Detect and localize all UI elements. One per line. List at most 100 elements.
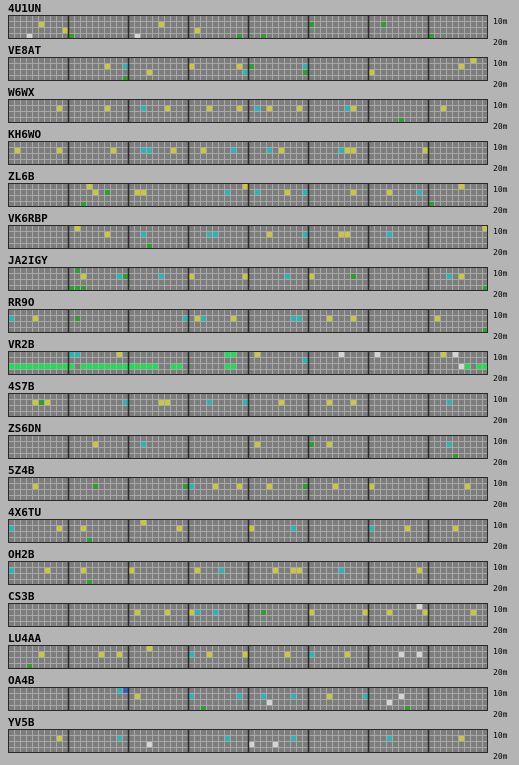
signal-cell-yellow <box>39 652 44 657</box>
signal-cell-bright-green <box>87 364 92 369</box>
signal-cell-yellow <box>243 184 248 189</box>
signal-cell-green <box>123 274 128 279</box>
band-activity-grid[interactable] <box>8 183 488 207</box>
band-activity-grid[interactable] <box>8 57 488 81</box>
signal-cell-yellow <box>105 106 110 111</box>
station-callsign: W6WX <box>8 86 35 99</box>
signal-cell-green <box>69 286 74 291</box>
band-activity-grid[interactable] <box>8 225 488 249</box>
band-label-10m: 10m <box>493 59 508 68</box>
signal-cell-green <box>309 22 314 27</box>
signal-cell-yellow <box>201 148 206 153</box>
signal-cell-cyan <box>309 652 314 657</box>
signal-cell-yellow <box>213 484 218 489</box>
grid-border <box>8 393 488 417</box>
band-activity-grid[interactable] <box>8 519 488 543</box>
signal-cell-white <box>27 34 32 39</box>
band-activity-grid[interactable] <box>8 645 488 669</box>
signal-cell-white <box>147 742 152 747</box>
signal-cell-bright-green <box>171 364 176 369</box>
signal-cell-green <box>351 274 356 279</box>
signal-cell-cyan <box>117 274 122 279</box>
signal-cell-green <box>87 538 92 543</box>
station-row: CS3B 10m 20m <box>0 590 519 636</box>
station-row: VK6RBP 10m 20m <box>0 212 519 258</box>
signal-cell-cyan <box>339 568 344 573</box>
signal-cell-yellow <box>273 568 278 573</box>
signal-cell-cyan <box>195 610 200 615</box>
signal-cell-yellow <box>369 70 374 75</box>
signal-cell-yellow <box>57 148 62 153</box>
signal-cell-green <box>303 484 308 489</box>
band-activity-grid[interactable] <box>8 309 488 333</box>
signal-cell-bright-green <box>105 364 110 369</box>
grid-border <box>8 729 488 753</box>
signal-cell-yellow <box>189 274 194 279</box>
signal-cell-yellow <box>165 106 170 111</box>
signal-cell-cyan <box>255 106 260 111</box>
signal-cell-cyan <box>345 106 350 111</box>
signal-cell-yellow <box>327 694 332 699</box>
band-activity-grid[interactable] <box>8 435 488 459</box>
band-label-20m: 20m <box>493 710 508 719</box>
signal-cell-cyan <box>267 148 272 153</box>
band-activity-grid[interactable] <box>8 393 488 417</box>
band-activity-grid[interactable] <box>8 15 488 39</box>
signal-cell-yellow <box>129 568 134 573</box>
signal-cell-yellow <box>387 610 392 615</box>
signal-cell-bright-green <box>111 364 116 369</box>
band-label-10m: 10m <box>493 647 508 656</box>
signal-cell-yellow <box>285 652 290 657</box>
signal-cell-yellow <box>483 226 488 231</box>
signal-cell-yellow <box>93 442 98 447</box>
signal-cell-yellow <box>279 148 284 153</box>
band-label-10m: 10m <box>493 353 508 362</box>
signal-cell-cyan <box>417 190 422 195</box>
signal-cell-cyan <box>141 106 146 111</box>
band-activity-grid[interactable] <box>8 603 488 627</box>
band-activity-grid[interactable] <box>8 729 488 753</box>
signal-cell-green <box>261 610 266 615</box>
signal-cell-white <box>387 700 392 705</box>
signal-cell-cyan <box>237 694 242 699</box>
station-row: KH6WO 10m 20m <box>0 128 519 174</box>
signal-cell-green <box>75 316 80 321</box>
band-activity-grid[interactable] <box>8 267 488 291</box>
signal-cell-green <box>309 442 314 447</box>
signal-cell-cyan <box>225 736 230 741</box>
signal-cell-bright-green <box>177 364 182 369</box>
band-activity-grid[interactable] <box>8 99 488 123</box>
signal-cell-cyan <box>75 352 80 357</box>
signal-cell-cyan <box>213 232 218 237</box>
signal-cell-yellow <box>237 64 242 69</box>
band-activity-grid[interactable] <box>8 351 488 375</box>
signal-cell-yellow <box>243 274 248 279</box>
station-callsign: CS3B <box>8 590 35 603</box>
band-activity-grid[interactable] <box>8 687 488 711</box>
band-label-10m: 10m <box>493 479 508 488</box>
signal-cell-yellow <box>249 526 254 531</box>
signal-cell-bright-green <box>81 364 86 369</box>
signal-cell-bright-green <box>123 364 128 369</box>
band-activity-grid[interactable] <box>8 477 488 501</box>
band-label-10m: 10m <box>493 311 508 320</box>
signal-cell-green <box>399 118 404 123</box>
signal-cell-yellow <box>75 226 80 231</box>
signal-cell-cyan <box>189 652 194 657</box>
signal-cell-yellow <box>351 316 356 321</box>
signal-cell-green <box>303 70 308 75</box>
signal-cell-yellow <box>267 106 272 111</box>
station-row: JA2IGY 10m 20m <box>0 254 519 300</box>
signal-cell-green <box>261 34 266 39</box>
band-activity-grid[interactable] <box>8 561 488 585</box>
band-activity-grid[interactable] <box>8 141 488 165</box>
signal-cell-bright-green <box>147 364 152 369</box>
signal-cell-yellow <box>369 484 374 489</box>
signal-cell-yellow <box>177 526 182 531</box>
signal-cell-yellow <box>345 232 350 237</box>
band-label-20m: 20m <box>493 584 508 593</box>
signal-cell-cyan <box>225 190 230 195</box>
signal-cell-cyan <box>141 148 146 153</box>
signal-cell-yellow <box>309 610 314 615</box>
signal-cell-yellow <box>45 568 50 573</box>
